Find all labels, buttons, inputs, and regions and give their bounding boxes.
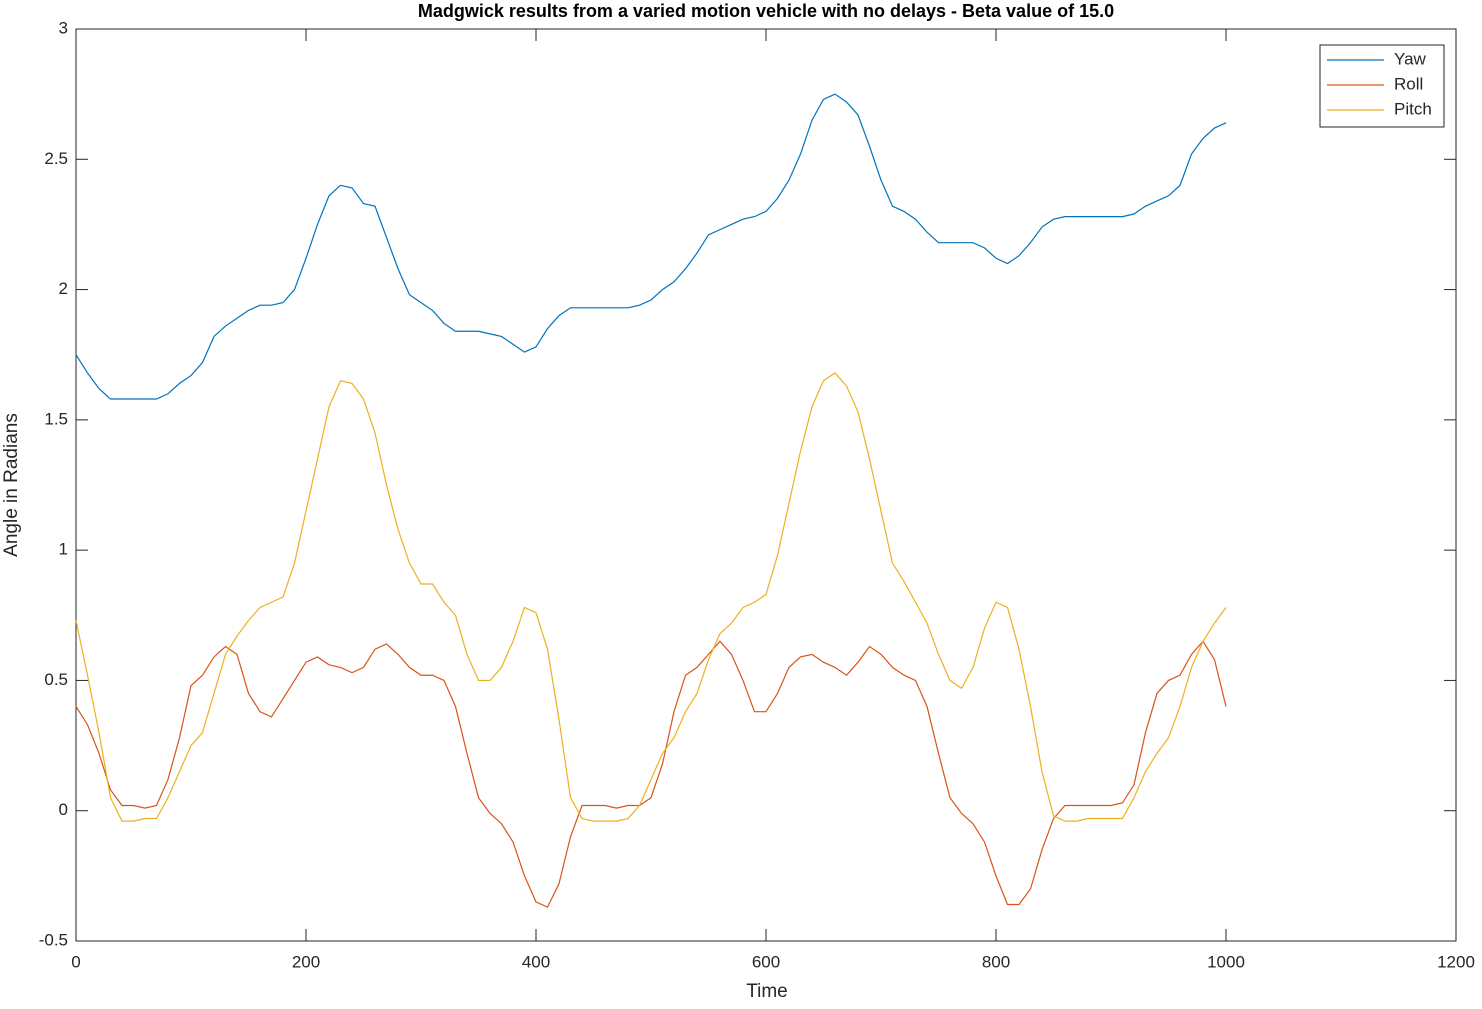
y-tick-label: 1: [59, 540, 68, 559]
x-tick-label: 0: [71, 952, 80, 971]
x-tick-label: 1000: [1207, 952, 1245, 971]
x-tick-label: 1200: [1437, 952, 1475, 971]
series-line: [75, 93, 1227, 400]
legend-label: Pitch: [1394, 99, 1432, 118]
x-tick-label: 200: [292, 952, 320, 971]
plot-area: [75, 28, 1457, 942]
series-line: [75, 640, 1227, 908]
y-tick-label: 3: [59, 18, 68, 37]
y-tick-label: -0.5: [39, 930, 68, 949]
y-tick-label: 2.5: [44, 149, 68, 168]
legend-label: Roll: [1394, 74, 1423, 93]
y-tick-label: 2: [59, 279, 68, 298]
x-tick-label: 600: [752, 952, 780, 971]
chart-title: Madgwick results from a varied motion ve…: [418, 1, 1114, 21]
legend-label: Yaw: [1394, 49, 1427, 68]
legend-box: [1319, 44, 1445, 128]
y-axis-label: Angle in Radians: [1, 413, 22, 557]
x-tick-label: 400: [522, 952, 550, 971]
x-axis-label: Time: [746, 981, 788, 1002]
y-tick-label: 0: [59, 800, 68, 819]
y-tick-label: 1.5: [44, 409, 68, 428]
series-line: [75, 372, 1227, 822]
y-tick-label: 0.5: [44, 670, 68, 689]
x-tick-label: 800: [982, 952, 1010, 971]
